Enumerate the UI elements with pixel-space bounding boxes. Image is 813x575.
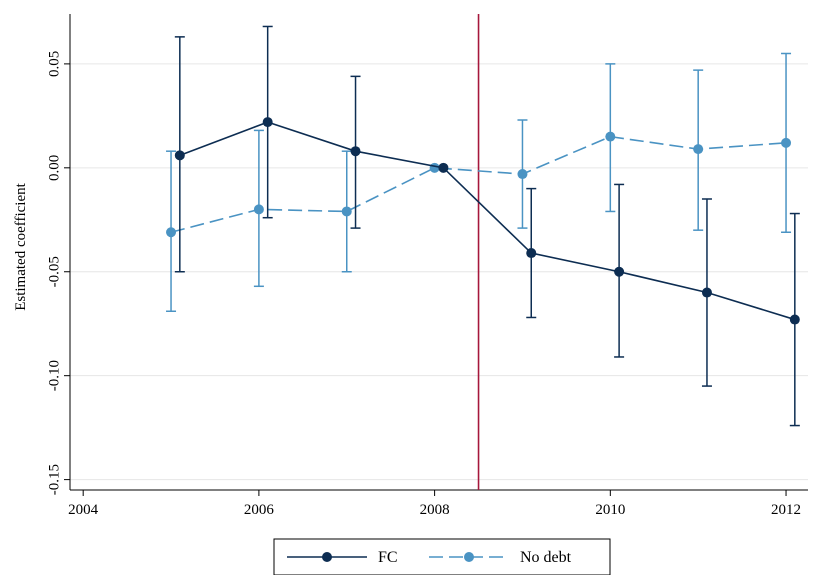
series-group bbox=[166, 25, 800, 427]
data-point bbox=[701, 287, 712, 298]
data-point bbox=[789, 314, 800, 325]
data-point bbox=[438, 162, 449, 173]
grid-lines bbox=[70, 63, 808, 481]
legend: FC No debt bbox=[273, 538, 611, 575]
data-point bbox=[350, 146, 361, 157]
y-axis-title: Estimated coefficient bbox=[13, 182, 29, 310]
data-point bbox=[517, 169, 528, 180]
data-point bbox=[174, 150, 185, 161]
legend-marker bbox=[322, 552, 332, 562]
data-point bbox=[526, 248, 537, 259]
y-tick-label: 0.00 bbox=[46, 155, 62, 181]
data-point bbox=[605, 131, 616, 142]
x-tick-label: 2008 bbox=[420, 502, 450, 518]
data-point bbox=[341, 206, 352, 217]
legend-label: No debt bbox=[520, 549, 572, 566]
data-point bbox=[429, 162, 440, 173]
y-tick-label: -0.10 bbox=[46, 360, 62, 391]
data-point bbox=[262, 117, 273, 128]
x-tick-label: 2004 bbox=[68, 502, 99, 518]
legend-label: FC bbox=[378, 549, 398, 566]
data-point bbox=[781, 137, 792, 148]
series-no-debt bbox=[166, 52, 792, 312]
data-point bbox=[253, 204, 264, 215]
series-line bbox=[170, 135, 787, 234]
series-line bbox=[179, 121, 796, 321]
legend-items: FC No debt bbox=[287, 549, 572, 566]
x-tick-label: 2012 bbox=[771, 502, 801, 518]
x-tick-label: 2006 bbox=[244, 502, 275, 518]
series-fc bbox=[174, 25, 800, 427]
y-tick-label: 0.05 bbox=[46, 51, 62, 77]
data-point bbox=[166, 227, 177, 238]
axes: 0.05 0.00 -0.05 -0.10 -0.15 2004 2006 2008 2010 2… bbox=[46, 14, 808, 518]
y-tick-label: -0.15 bbox=[46, 464, 62, 495]
data-point bbox=[614, 266, 625, 277]
x-tick-label: 2010 bbox=[595, 502, 625, 518]
legend-marker bbox=[464, 552, 474, 562]
data-point bbox=[693, 144, 704, 155]
y-tick-label: -0.05 bbox=[46, 256, 62, 287]
